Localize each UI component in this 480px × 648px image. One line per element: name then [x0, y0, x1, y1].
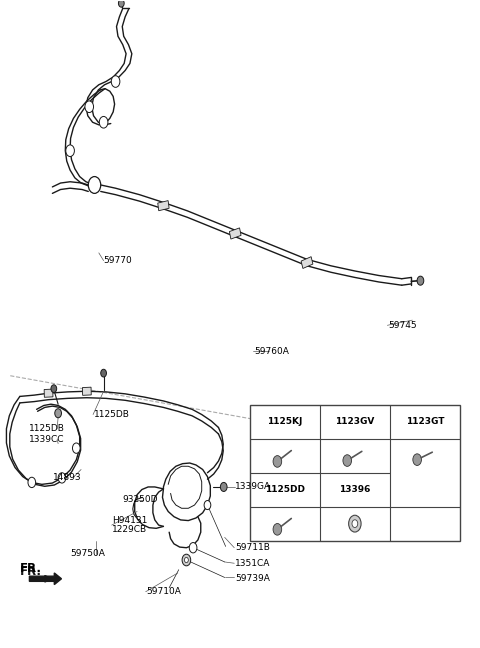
Text: 1125DB: 1125DB	[94, 410, 130, 419]
Text: 1125KJ: 1125KJ	[267, 417, 302, 426]
Circle shape	[88, 176, 101, 193]
Bar	[158, 201, 169, 211]
Text: 59750A: 59750A	[70, 549, 105, 558]
Circle shape	[273, 456, 282, 467]
Circle shape	[220, 482, 227, 491]
Text: 59739A: 59739A	[235, 574, 270, 583]
Text: 1123GV: 1123GV	[335, 417, 374, 426]
Text: 59711B: 59711B	[235, 543, 270, 552]
Text: FR.: FR.	[20, 562, 42, 575]
Text: 1351CA: 1351CA	[235, 559, 271, 568]
Text: 1125DD: 1125DD	[264, 485, 305, 494]
Circle shape	[119, 0, 124, 7]
Text: FR.: FR.	[20, 564, 42, 577]
Circle shape	[352, 520, 358, 527]
Bar	[301, 257, 313, 268]
Text: 14893: 14893	[53, 473, 82, 481]
Text: 59745: 59745	[388, 321, 417, 330]
Circle shape	[85, 101, 94, 113]
Text: 1123GT: 1123GT	[406, 417, 444, 426]
Text: 93250D: 93250D	[123, 495, 158, 504]
Circle shape	[66, 145, 74, 157]
Text: 1339CC: 1339CC	[29, 435, 65, 444]
Bar	[250, 405, 460, 540]
Circle shape	[417, 276, 424, 285]
Bar	[83, 387, 91, 395]
Circle shape	[58, 473, 66, 483]
Text: 59710A: 59710A	[147, 587, 181, 596]
Text: 1229CB: 1229CB	[112, 525, 147, 534]
Bar	[44, 389, 53, 397]
FancyArrow shape	[29, 573, 61, 584]
Text: 1125DB: 1125DB	[29, 424, 65, 434]
Bar	[229, 228, 241, 239]
Circle shape	[182, 554, 191, 566]
Circle shape	[343, 455, 351, 467]
Text: H94131: H94131	[112, 516, 147, 525]
Circle shape	[273, 524, 282, 535]
Circle shape	[204, 500, 211, 509]
Circle shape	[72, 443, 80, 454]
Circle shape	[51, 385, 57, 393]
Circle shape	[55, 409, 61, 418]
Circle shape	[99, 117, 108, 128]
Text: 13396: 13396	[339, 485, 371, 494]
Text: 59770: 59770	[104, 256, 132, 265]
Circle shape	[28, 477, 36, 487]
Text: 1339GA: 1339GA	[235, 483, 271, 491]
Bar	[250, 405, 460, 540]
Circle shape	[184, 557, 188, 562]
Circle shape	[413, 454, 421, 465]
Circle shape	[101, 369, 107, 377]
Circle shape	[111, 76, 120, 87]
Circle shape	[189, 542, 197, 553]
Circle shape	[348, 515, 361, 532]
Text: 59760A: 59760A	[254, 347, 289, 356]
